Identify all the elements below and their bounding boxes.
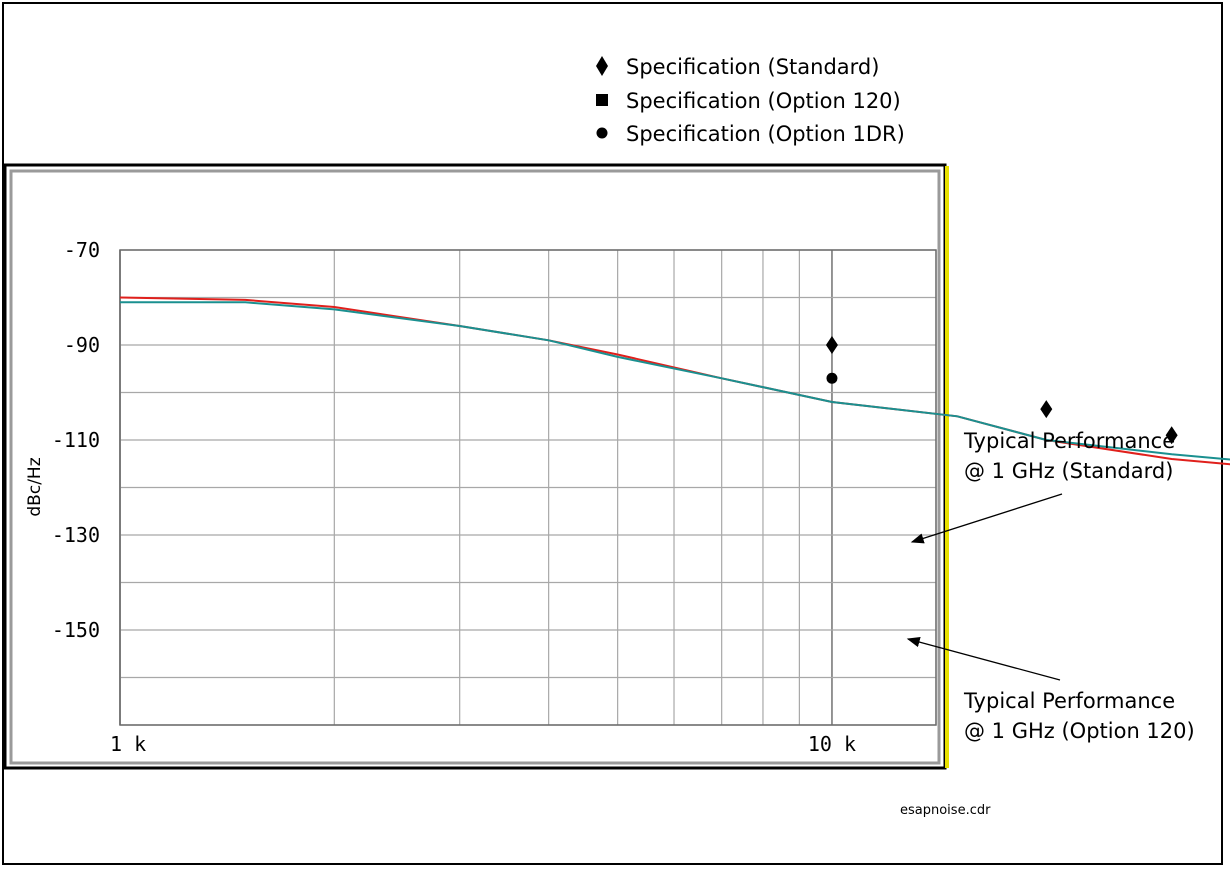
plot-area-border [119,249,937,726]
spec-standard-marker [1165,426,1178,445]
annotations: Typical Performance @ 1 GHz (Standard)Typ… [900,429,1195,818]
legend: Specification (Standard) Specification (O… [596,55,905,146]
y-tick-label: -110 [52,428,100,452]
annotation-line: Typical Performance [963,689,1175,713]
y-axis-label: dBc/Hz [25,457,45,516]
spec-option-1dr-marker [826,372,838,384]
annotation-option-120: Typical Performance @ 1 GHz (Option 120) [963,689,1195,743]
annotation-standard: Typical Performance @ 1 GHz (Standard) [963,429,1175,483]
spec-standard-marker [825,336,838,354]
legend-diamond-marker [596,56,608,76]
annotation-line: @ 1 GHz (Option 120) [964,719,1195,743]
plot-window-inner-bevel [9,169,941,765]
arrow-standard [910,493,1063,544]
series-line-option-120 [120,301,1230,461]
grid-layer [119,249,937,726]
arrow-option-120 [906,637,1061,681]
x-tick-label: 10 k [808,732,856,756]
legend-label: Specification (Option 1DR) [626,122,905,146]
legend-label: Specification (Option 120) [626,89,901,113]
y-tick-label: -90 [64,333,100,357]
legend-label: Specification (Standard) [626,55,879,79]
annotation-line: Typical Performance [963,429,1175,453]
y-tick-label: -130 [52,523,100,547]
spec-standard-marker [1040,400,1053,419]
legend-square-marker [596,94,608,106]
x-tick-label: 1 k [110,732,146,756]
annotation-line: @ 1 GHz (Standard) [964,459,1173,483]
series-layer [119,296,1230,466]
y-tick-label: -150 [52,618,100,642]
legend-circle-marker [596,127,608,139]
plot-window-frame [3,163,947,770]
y-tick-label: -70 [64,238,100,262]
filename-label: esapnoise.cdr [900,803,991,818]
